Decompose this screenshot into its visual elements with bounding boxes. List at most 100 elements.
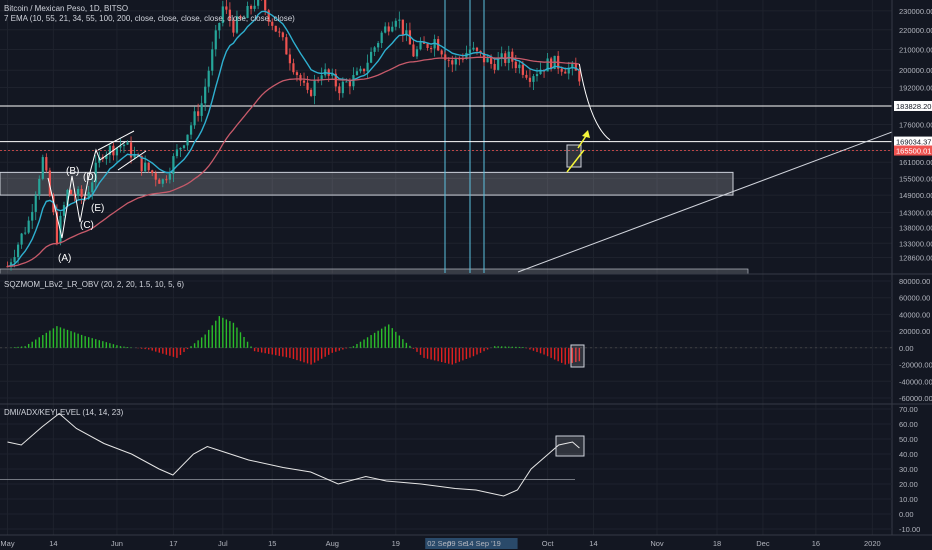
candle-body bbox=[394, 20, 397, 27]
price-tick-label: 200000.00 bbox=[899, 66, 932, 75]
candle-body bbox=[80, 188, 83, 197]
candle-body bbox=[391, 26, 394, 32]
adx-tick-label: 50.00 bbox=[899, 435, 918, 444]
candle-body bbox=[285, 37, 288, 55]
candle-body bbox=[38, 178, 41, 196]
date-tick-label: Nov bbox=[650, 539, 664, 548]
ema-indicator-title: 7 EMA (10, 55, 21, 34, 55, 100, 200, clo… bbox=[4, 14, 295, 23]
candle-body bbox=[278, 31, 281, 33]
date-tick-label: 2020 bbox=[864, 539, 881, 548]
yellow-arrow-line-1 bbox=[566, 149, 585, 173]
candle-body bbox=[338, 86, 341, 94]
candle-body bbox=[129, 142, 133, 158]
candle-body bbox=[69, 189, 73, 195]
candle-body bbox=[426, 43, 429, 48]
channel-line-lower bbox=[117, 150, 147, 171]
candle-body bbox=[419, 42, 422, 50]
candle-body bbox=[214, 30, 217, 50]
date-range-label-3: 14 Sep '19 bbox=[465, 539, 501, 548]
candle-body bbox=[77, 188, 80, 196]
candle-body bbox=[189, 125, 193, 135]
candle-body bbox=[239, 16, 242, 19]
candle-body bbox=[331, 73, 334, 76]
candle-body bbox=[271, 21, 274, 26]
candle-body bbox=[16, 244, 20, 258]
price-tag-label: 183828.20 bbox=[896, 102, 931, 111]
candle-body bbox=[415, 49, 419, 57]
candle-body bbox=[528, 77, 532, 82]
candle-body bbox=[535, 74, 539, 77]
date-tick-label: Aug bbox=[326, 539, 339, 548]
candle-body bbox=[345, 81, 348, 83]
candle-body bbox=[369, 51, 373, 63]
date-tick-label: Oct bbox=[542, 539, 555, 548]
candle-body bbox=[380, 32, 383, 44]
momentum-tick-label: 60000.00 bbox=[899, 294, 930, 303]
candle-body bbox=[246, 6, 249, 18]
candle-body bbox=[211, 49, 214, 71]
candle-body bbox=[133, 154, 136, 158]
momentum-tick-label: 40000.00 bbox=[899, 310, 930, 319]
date-tick-label: 14 bbox=[49, 539, 57, 548]
candle-body bbox=[20, 233, 23, 245]
price-tag-bg bbox=[894, 100, 932, 111]
date-range-label-2: 09 Se bbox=[447, 539, 467, 548]
dmi-adx-title: DMI/ADX/KEYLEVEL (14, 14, 23) bbox=[4, 408, 124, 417]
candle-body bbox=[66, 189, 69, 206]
candle-body bbox=[225, 6, 228, 10]
adx-tick-label: 60.00 bbox=[899, 420, 918, 429]
candle-body bbox=[140, 155, 143, 172]
candle-body bbox=[475, 47, 479, 51]
price-tick-label: 155000.00 bbox=[899, 174, 932, 183]
candle-body bbox=[412, 44, 415, 57]
candle-body bbox=[401, 19, 404, 35]
candle-body bbox=[546, 58, 549, 72]
candle-body bbox=[490, 58, 493, 64]
date-tick-label: 16 bbox=[812, 539, 820, 548]
candle-body bbox=[24, 232, 27, 234]
candle-body bbox=[175, 149, 179, 157]
candle-body bbox=[430, 47, 433, 49]
candle-body bbox=[288, 54, 291, 64]
candle-body bbox=[511, 51, 514, 62]
price-tick-label: 220000.00 bbox=[899, 26, 932, 35]
candle-body bbox=[34, 195, 37, 212]
candle-body bbox=[31, 211, 34, 221]
date-tick-label: May bbox=[0, 539, 14, 548]
price-tick-label: 230000.00 bbox=[899, 7, 932, 16]
candle-body bbox=[122, 144, 126, 147]
candle-body bbox=[55, 212, 59, 244]
candle-body bbox=[387, 26, 390, 32]
candle-body bbox=[218, 23, 221, 31]
candle-body bbox=[309, 89, 313, 96]
momentum-box bbox=[570, 344, 585, 368]
candle-body bbox=[193, 111, 196, 126]
candle-body bbox=[299, 75, 302, 81]
candle-body bbox=[362, 68, 366, 72]
momentum-tick-label: -60000.00 bbox=[899, 394, 932, 403]
wave-label: (B) bbox=[66, 166, 79, 177]
adx-tick-label: 30.00 bbox=[899, 465, 918, 474]
target-box bbox=[566, 144, 582, 168]
price-tick-label: 128600.00 bbox=[899, 254, 932, 263]
wave-count-lines bbox=[47, 141, 126, 239]
price-tag-label: 165500.01 bbox=[896, 147, 931, 156]
date-range-highlight bbox=[425, 538, 518, 549]
candle-body bbox=[48, 170, 51, 196]
candle-body bbox=[306, 82, 309, 90]
candle-body bbox=[151, 170, 154, 174]
candle-body bbox=[228, 9, 231, 21]
candle-body bbox=[313, 79, 316, 96]
candle-body bbox=[9, 262, 13, 267]
candle-body bbox=[232, 20, 235, 33]
candle-body bbox=[172, 156, 175, 175]
candle-body bbox=[158, 179, 161, 184]
candle-body bbox=[257, 0, 260, 6]
candle-body bbox=[91, 182, 94, 193]
candle-body bbox=[182, 145, 186, 148]
wave-label: (A) bbox=[58, 253, 71, 264]
candle-body bbox=[518, 64, 521, 69]
candle-body bbox=[497, 58, 500, 70]
ema-10-line bbox=[7, 10, 580, 268]
